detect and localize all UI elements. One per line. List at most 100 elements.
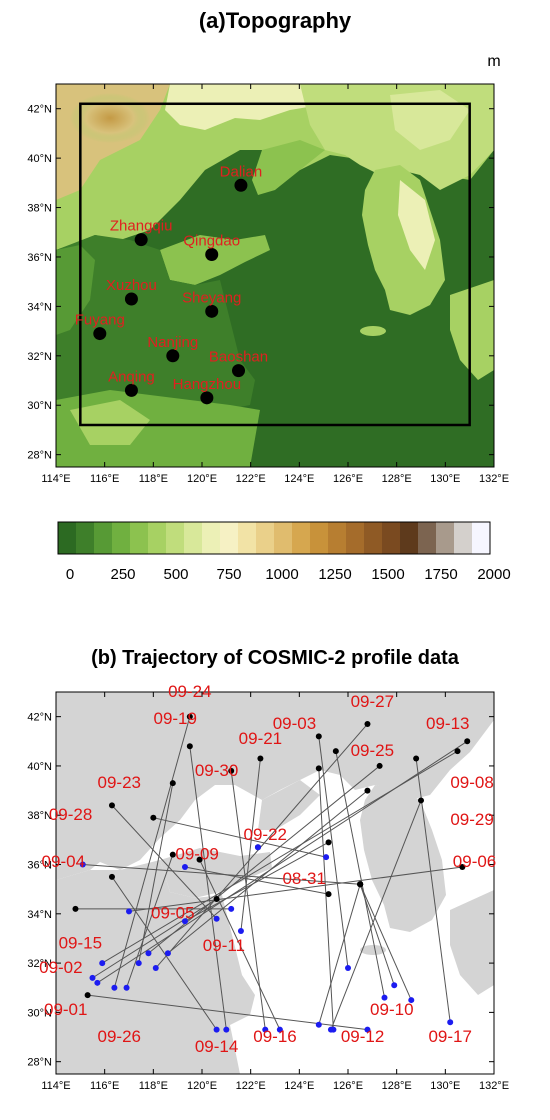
city-markers: Dalian Zhangqiu Qingdao Xuzhou Sheyang Fuyang… — [75, 163, 268, 405]
lon-tick-label: 122°E — [236, 473, 266, 485]
city-label: Qingdao — [183, 232, 240, 249]
trajectory-end-point — [89, 974, 96, 981]
panel-b-title: (b) Trajectory of COSMIC-2 profile data — [91, 647, 460, 669]
trajectory-end-point — [135, 960, 142, 967]
panel-b: (b) Trajectory of COSMIC-2 profile data … — [27, 647, 509, 1092]
land-areas-b — [56, 692, 494, 1074]
city-label: Hangzhou — [173, 376, 241, 393]
trajectory-end-point — [145, 950, 152, 957]
trajectory-start-point — [418, 797, 424, 804]
date-label: 09-15 — [59, 933, 102, 952]
trajectory-end-point — [94, 979, 101, 986]
date-label: 09-27 — [351, 692, 394, 711]
date-label: 09-21 — [239, 729, 282, 748]
trajectory-line — [128, 866, 463, 912]
date-label: 09-30 — [195, 761, 238, 780]
trajectory-line — [82, 864, 361, 885]
trajectory-end-point — [181, 918, 188, 925]
date-label: 09-26 — [98, 1027, 141, 1046]
japan-kyushu-b — [450, 890, 494, 995]
colorbar-swatch — [382, 522, 401, 554]
trajectory-start-point — [186, 743, 193, 750]
trajectory-start-point — [108, 873, 115, 880]
trajectory-line — [184, 841, 329, 922]
trajectory-line — [189, 746, 227, 1030]
jeju-island — [360, 326, 386, 336]
dabie-mountains — [70, 400, 150, 445]
lon-tick-label: 116°E — [90, 473, 119, 485]
colorbar-swatch — [292, 522, 311, 554]
trajectory-start-point — [332, 748, 339, 755]
trajectory-end-point — [237, 928, 244, 935]
lat-tick-label: 32°N — [27, 351, 52, 363]
lon-tick-label: 128°E — [382, 473, 412, 485]
lon-tick-label: 128°E — [382, 1080, 412, 1092]
trajectory-start-point — [228, 767, 235, 774]
colorbar-swatch — [130, 522, 149, 554]
lat-tick-label: 28°N — [27, 1057, 52, 1069]
city-marker — [205, 304, 219, 318]
trajectory-end-point — [213, 1026, 220, 1033]
date-label: 09-28 — [49, 805, 92, 824]
lat-tick-label: 40°N — [27, 761, 52, 773]
colorbar-label: 1000 — [265, 566, 298, 583]
map-frame-b — [55, 691, 495, 1075]
trajectory-start-point — [315, 765, 322, 772]
trajectory-end-point — [254, 844, 261, 851]
trajectory-end-point — [99, 960, 106, 967]
lat-tick-label: 40°N — [27, 153, 52, 165]
colorbar-swatch — [94, 522, 113, 554]
city-label: Xuzhou — [106, 277, 157, 294]
trajectory-start-point — [150, 814, 157, 821]
date-label: 09-03 — [273, 714, 316, 733]
trajectory-start-point — [196, 856, 203, 863]
trajectory-start-point — [257, 755, 264, 762]
trajectory-end-point — [164, 950, 171, 957]
trajectory-end-point — [213, 915, 220, 922]
lat-tick-label: 38°N — [27, 203, 52, 215]
trajectory-end-point — [126, 908, 132, 915]
trajectory-map: 114°E 116°E 118°E 120°E 122°E 124°E 126°E 128°E… — [27, 682, 509, 1092]
colorbar-swatch — [418, 522, 437, 554]
lat-tick-label: 32°N — [27, 958, 52, 970]
trajectory-lines — [75, 716, 468, 1031]
lon-tick-label: 118°E — [139, 1080, 168, 1092]
city-marker — [124, 383, 138, 397]
trajectory-line — [155, 723, 368, 969]
panel-a-title: (a)Topography — [199, 8, 352, 33]
date-label: 09-16 — [253, 1027, 296, 1046]
colorbar-swatch — [148, 522, 167, 554]
liaodong-peninsula-b — [258, 780, 320, 830]
colorbar-swatch — [58, 522, 77, 554]
colorbar-swatches — [58, 522, 491, 554]
date-label: 09-01 — [44, 1000, 87, 1019]
trajectory-line — [97, 740, 468, 984]
date-label: 08-31 — [282, 869, 325, 888]
trajectory-line — [318, 884, 361, 1025]
lat-tick-label: 34°N — [27, 909, 52, 921]
trajectory-end-point — [447, 1019, 454, 1026]
lon-tick-label: 124°E — [284, 1080, 314, 1092]
trajectory-end-point — [276, 1026, 283, 1033]
lat-tick-label: 36°N — [27, 860, 52, 872]
colorbar-frame — [57, 521, 491, 555]
trajectory-line — [184, 866, 329, 895]
city-marker — [205, 247, 219, 261]
city-marker — [166, 349, 180, 363]
trajectory-points — [72, 713, 471, 1033]
lat-tick-label: 42°N — [27, 712, 52, 724]
trajectory-start-point — [325, 839, 332, 846]
trajectory-start-point — [454, 748, 461, 755]
lon-tick-label: 130°E — [430, 1080, 460, 1092]
trajectory-line — [359, 884, 412, 1001]
city-label: Sheyang — [182, 289, 241, 306]
colorbar-label: 1250 — [318, 566, 351, 583]
colorbar-labels: 0 250 500 750 1000 1250 1500 1750 2000 — [66, 566, 511, 583]
trajectory-line — [113, 716, 191, 988]
trajectory-start-point — [464, 738, 471, 745]
city-label: Zhangqiu — [110, 218, 173, 235]
trajectory-start-point — [357, 881, 364, 888]
trajectory-line — [138, 783, 174, 964]
trajectory-start-point — [108, 802, 115, 809]
